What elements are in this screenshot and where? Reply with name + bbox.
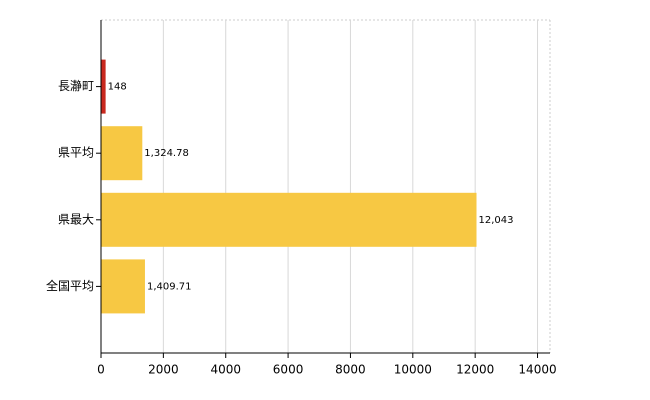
y-tick-label: 県平均 xyxy=(58,146,94,160)
x-tick-label: 8000 xyxy=(335,363,366,377)
value-label: 1,324.78 xyxy=(144,148,189,159)
x-tick-label: 12000 xyxy=(456,363,494,377)
value-label: 12,043 xyxy=(479,215,514,226)
bar xyxy=(101,59,106,114)
x-tick-label: 0 xyxy=(97,363,105,377)
x-tick-label: 10000 xyxy=(394,363,432,377)
x-tick-label: 6000 xyxy=(273,363,304,377)
bar xyxy=(101,126,143,181)
x-tick-label: 2000 xyxy=(148,363,179,377)
y-tick-label: 長瀞町 xyxy=(58,78,94,93)
y-tick-label: 全国平均 xyxy=(46,278,94,293)
bar xyxy=(101,259,145,314)
x-tick-label: 4000 xyxy=(210,363,241,377)
bar xyxy=(101,192,477,247)
y-tick-label: 県最大 xyxy=(58,212,94,226)
value-label: 1,409.71 xyxy=(147,281,192,292)
value-label: 148 xyxy=(108,82,127,93)
x-tick-label: 14000 xyxy=(518,363,556,377)
